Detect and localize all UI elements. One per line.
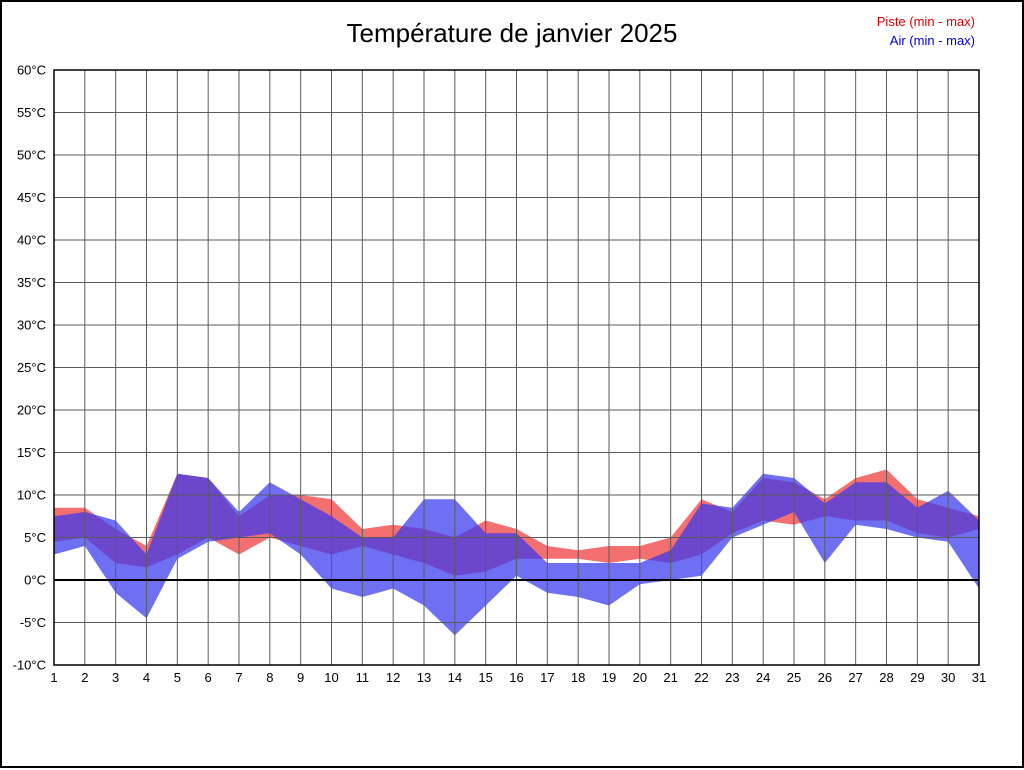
x-tick-label: 9 [297,670,304,685]
x-tick-label: 10 [324,670,338,685]
x-tick-label: 21 [663,670,677,685]
x-tick-label: 2 [81,670,88,685]
y-tick-label: 55°C [17,105,46,120]
x-tick-label: 14 [448,670,462,685]
x-tick-label: 11 [356,670,370,685]
y-tick-label: 30°C [17,318,46,333]
x-tick-label: 1 [50,670,57,685]
y-tick-label: 40°C [17,233,46,248]
legend-piste: Piste (min - max) [876,14,975,29]
x-tick-label: 17 [540,670,554,685]
y-tick-label: 45°C [17,190,46,205]
y-tick-label: 60°C [17,63,46,78]
x-tick-label: 23 [725,670,739,685]
x-tick-label: 29 [910,670,924,685]
x-tick-label: 8 [266,670,273,685]
x-tick-label: 26 [818,670,832,685]
x-tick-label: 18 [571,670,585,685]
x-tick-label: 3 [112,670,119,685]
x-tick-label: 16 [509,670,523,685]
x-tick-label: 31 [972,670,986,685]
x-tick-label: 12 [386,670,400,685]
x-tick-label: 7 [235,670,242,685]
x-tick-label: 22 [694,670,708,685]
x-tick-label: 13 [417,670,431,685]
x-tick-label: 30 [941,670,955,685]
x-tick-label: 28 [879,670,893,685]
x-tick-label: 24 [756,670,770,685]
x-tick-label: 19 [602,670,616,685]
x-tick-label: 20 [633,670,647,685]
y-tick-label: 20°C [17,403,46,418]
x-tick-label: 27 [848,670,862,685]
y-tick-label: 5°C [24,530,46,545]
chart-title: Température de janvier 2025 [346,18,678,48]
y-tick-label: 25°C [17,360,46,375]
y-tick-label: -5°C [20,615,46,630]
x-tick-label: 25 [787,670,801,685]
plot-border [53,69,980,666]
x-tick-label: 5 [174,670,181,685]
y-tick-label: 35°C [17,275,46,290]
y-tick-label: -10°C [13,658,46,673]
y-tick-label: 0°C [24,573,46,588]
legend-air: Air (min - max) [889,33,975,48]
x-tick-label: 6 [205,670,212,685]
legend: Piste (min - max) Air (min - max) [877,12,975,50]
y-tick-label: 10°C [17,488,46,503]
y-tick-label: 15°C [17,445,46,460]
y-tick-label: 50°C [17,148,46,163]
x-tick-label: 4 [143,670,150,685]
x-tick-label: 15 [478,670,492,685]
